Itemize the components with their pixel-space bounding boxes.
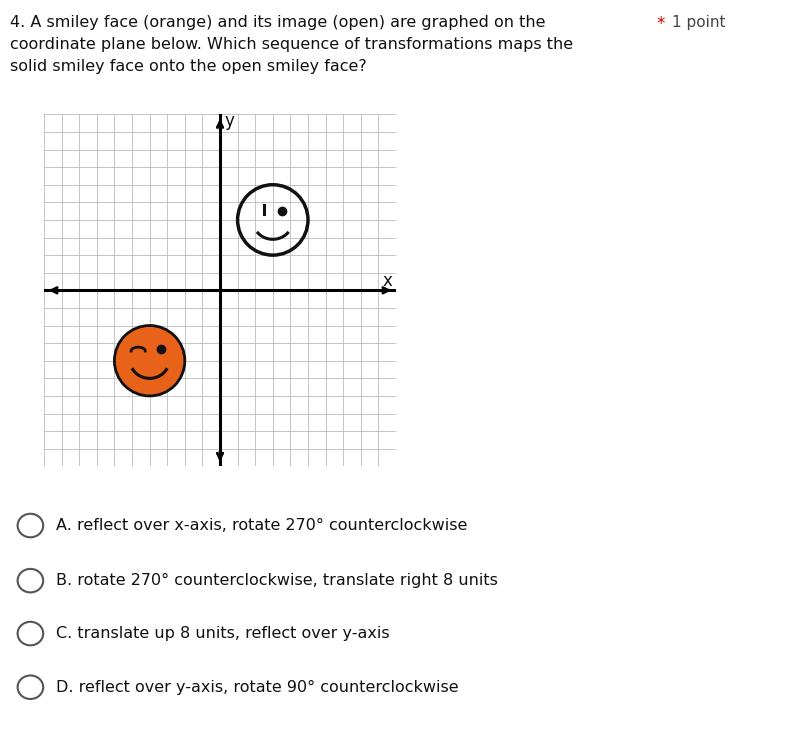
Text: solid smiley face onto the open smiley face?: solid smiley face onto the open smiley f… [10,59,367,74]
Text: D. reflect over y-axis, rotate 90° counterclockwise: D. reflect over y-axis, rotate 90° count… [56,680,458,695]
Text: y: y [225,112,234,130]
Text: x: x [382,272,392,290]
Circle shape [114,326,185,396]
Text: A. reflect over x-axis, rotate 270° counterclockwise: A. reflect over x-axis, rotate 270° coun… [56,518,467,533]
Text: *: * [656,15,664,32]
Text: C. translate up 8 units, reflect over y-axis: C. translate up 8 units, reflect over y-… [56,626,390,641]
Text: B. rotate 270° counterclockwise, translate right 8 units: B. rotate 270° counterclockwise, transla… [56,573,498,588]
Text: 4. A smiley face (orange) and its image (open) are graphed on the: 4. A smiley face (orange) and its image … [10,15,546,29]
Text: 1 point: 1 point [672,15,726,29]
Text: coordinate plane below. Which sequence of transformations maps the: coordinate plane below. Which sequence o… [10,37,574,51]
